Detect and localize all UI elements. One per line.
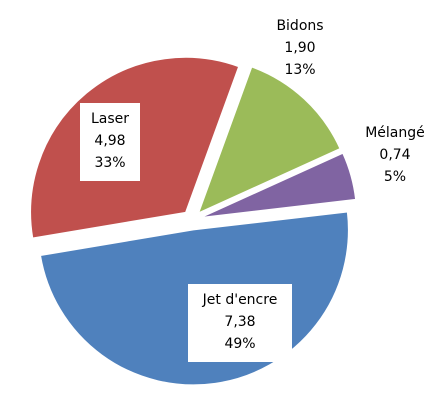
data-label: Mélangé 0,74 5%	[365, 125, 425, 185]
value-label: 4,98	[94, 133, 125, 149]
percent-label: 13%	[284, 62, 315, 78]
percent-label: 5%	[384, 169, 406, 185]
data-label: Jet d'encre 7,38 49%	[188, 284, 292, 362]
category-label: Laser	[91, 111, 129, 127]
value-label: 1,90	[284, 40, 315, 56]
pie-slice	[201, 152, 357, 218]
percent-label: 49%	[224, 336, 255, 352]
category-label: Bidons	[276, 18, 323, 34]
label-box	[188, 284, 292, 362]
category-label: Mélangé	[365, 125, 425, 141]
value-label: 7,38	[224, 314, 255, 330]
data-label: Laser 4,98 33%	[80, 103, 140, 181]
pie-slice	[197, 66, 341, 214]
value-label: 0,74	[379, 147, 410, 163]
category-label: Jet d'encre	[202, 292, 278, 308]
percent-label: 33%	[94, 155, 125, 171]
label-box	[80, 103, 140, 181]
data-label: Bidons 1,90 13%	[276, 18, 323, 78]
